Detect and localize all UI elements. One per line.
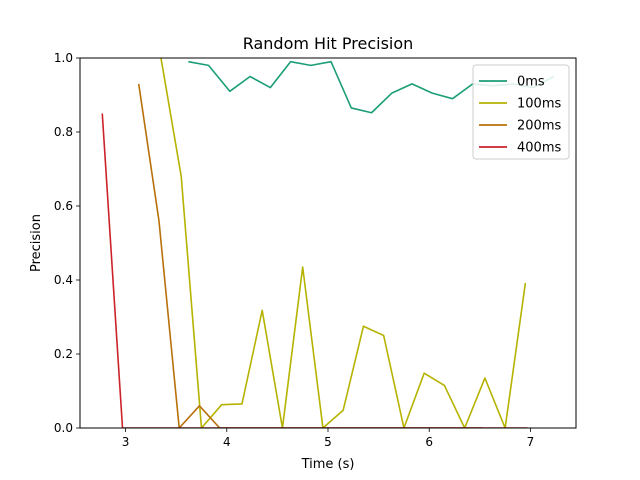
legend-label-0ms: 0ms [517, 75, 545, 90]
x-tick-label: 6 [425, 435, 433, 449]
legend-label-400ms: 400ms [517, 141, 561, 156]
y-tick-label: 0.4 [54, 273, 73, 287]
legend-box [472, 64, 570, 160]
series-line-100ms [160, 58, 527, 428]
series-line-200ms [137, 83, 483, 428]
legend-label-100ms: 100ms [517, 97, 561, 112]
y-tick-label: 0.0 [54, 421, 73, 435]
y-tick-label: 0.8 [54, 125, 73, 139]
legend: 0ms 100ms 200ms 400ms [472, 64, 570, 160]
chart-title: Random Hit Precision [243, 34, 414, 53]
x-axis: 3 4 5 6 7 [122, 428, 535, 449]
x-tick-label: 7 [527, 435, 535, 449]
y-axis: 0.0 0.2 0.4 0.6 0.8 1.0 [54, 51, 80, 435]
y-tick-label: 0.2 [54, 347, 73, 361]
legend-label-200ms: 200ms [517, 119, 561, 134]
y-axis-label: Precision [29, 214, 44, 272]
y-tick-label: 1.0 [54, 51, 73, 65]
x-tick-label: 3 [122, 435, 130, 449]
x-axis-label: Time (s) [301, 457, 355, 472]
x-tick-label: 4 [223, 435, 231, 449]
x-tick-label: 5 [324, 435, 332, 449]
y-tick-label: 0.6 [54, 199, 73, 213]
